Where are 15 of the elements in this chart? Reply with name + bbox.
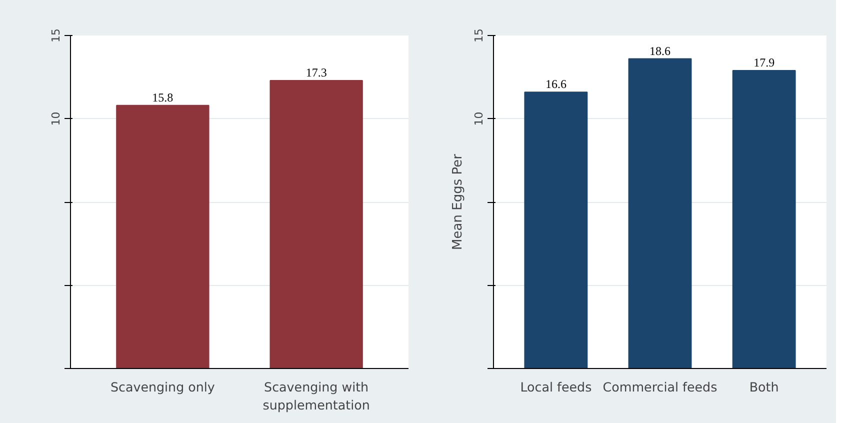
y-tick-label: 15 bbox=[50, 28, 62, 42]
x-tick-label: Commercial feeds bbox=[602, 380, 718, 394]
x-tick-label: Scavenging only bbox=[110, 380, 216, 394]
data-label: 16.6 bbox=[545, 77, 566, 92]
x-tick-label: Both bbox=[749, 380, 779, 394]
data-label: 15.8 bbox=[152, 90, 174, 104]
x-tick-label: Scavenging with supplementation bbox=[262, 380, 370, 412]
y-tick-label: 15 bbox=[472, 28, 486, 42]
data-label: 17.9 bbox=[754, 55, 775, 70]
y-axis-title: Mean Eggs Per bbox=[450, 153, 466, 250]
data-label: 17.3 bbox=[306, 65, 327, 80]
y-tick-label: 10 bbox=[50, 112, 62, 126]
y-tick-label: 10 bbox=[472, 112, 486, 126]
x-tick-label: Local feeds bbox=[520, 380, 592, 394]
data-label: 18.6 bbox=[650, 44, 670, 58]
